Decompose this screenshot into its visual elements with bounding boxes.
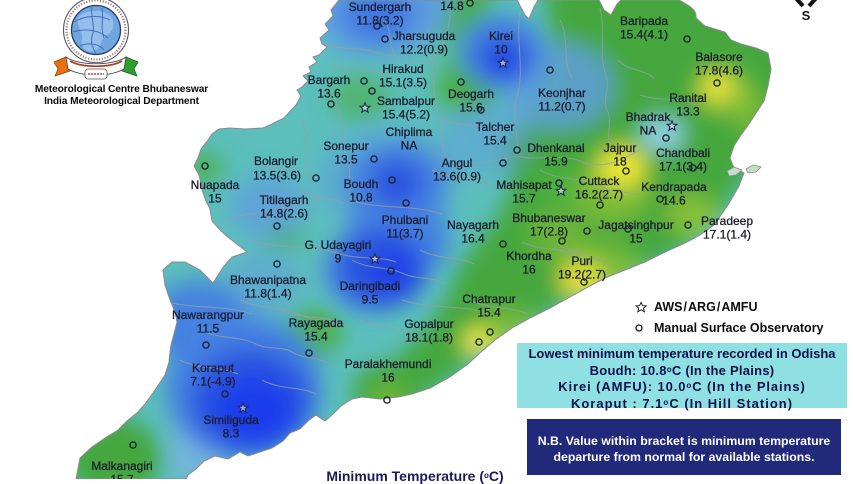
svg-text:Khordha: Khordha <box>506 249 552 263</box>
svg-text:Nawarangpur: Nawarangpur <box>172 308 244 322</box>
svg-text:Jharsuguda: Jharsuguda <box>393 29 456 43</box>
svg-text:16.4: 16.4 <box>461 232 485 246</box>
svg-text:Boudh: Boudh <box>344 177 379 191</box>
svg-text:Kendrapada: Kendrapada <box>641 180 707 194</box>
svg-text:12.2(0.9): 12.2(0.9) <box>400 43 448 57</box>
svg-text:15.4: 15.4 <box>483 134 507 148</box>
svg-text:18: 18 <box>613 155 627 169</box>
svg-text:15.7: 15.7 <box>110 473 134 479</box>
svg-text:Chiplima: Chiplima <box>386 125 433 139</box>
svg-text:Deogarh: Deogarh <box>448 87 494 101</box>
svg-text:Sundergarh: Sundergarh <box>349 0 412 14</box>
svg-text:Nuapada: Nuapada <box>191 178 240 192</box>
svg-text:Koraput: Koraput <box>192 361 235 375</box>
svg-text:Daringibadi: Daringibadi <box>340 279 401 293</box>
svg-text:13.6(0.9): 13.6(0.9) <box>433 170 481 184</box>
svg-text:Chandbali: Chandbali <box>656 146 710 160</box>
svg-text:Ranital: Ranital <box>669 91 706 105</box>
svg-text:19.2(2.7): 19.2(2.7) <box>558 268 606 282</box>
svg-text:11(3.7): 11(3.7) <box>386 227 423 241</box>
svg-text:G. Udayagiri: G. Udayagiri <box>305 238 372 252</box>
svg-text:11.8(3.2): 11.8(3.2) <box>356 14 403 28</box>
svg-text:16: 16 <box>381 371 395 385</box>
svg-text:10: 10 <box>494 43 508 57</box>
svg-text:Angul: Angul <box>442 156 473 170</box>
svg-text:18.1(1.8): 18.1(1.8) <box>405 331 453 345</box>
svg-text:Balasore: Balasore <box>695 50 743 64</box>
svg-text:Kirei: Kirei <box>489 29 513 43</box>
svg-text:17(2.8): 17(2.8) <box>530 225 568 239</box>
svg-text:16.2(2.7): 16.2(2.7) <box>575 188 623 202</box>
svg-text:13.3: 13.3 <box>676 105 700 119</box>
svg-text:15.4(5.2): 15.4(5.2) <box>382 108 430 122</box>
svg-text:15.4: 15.4 <box>304 330 328 344</box>
svg-text:Mahisapat: Mahisapat <box>496 178 552 192</box>
svg-text:Bhawanipatna: Bhawanipatna <box>230 273 306 287</box>
svg-text:Malkanagiri: Malkanagiri <box>91 459 152 473</box>
svg-text:11.2(0.7): 11.2(0.7) <box>538 100 585 114</box>
svg-text:Puri: Puri <box>571 254 592 268</box>
svg-text:Bolangir: Bolangir <box>254 154 298 168</box>
svg-text:Jajpur: Jajpur <box>604 141 637 155</box>
svg-text:15.4: 15.4 <box>477 306 501 320</box>
svg-text:Chatrapur: Chatrapur <box>462 292 515 306</box>
svg-text:10.8: 10.8 <box>349 191 373 205</box>
svg-text:Paralakhemundi: Paralakhemundi <box>345 357 432 371</box>
svg-text:Titilagarh: Titilagarh <box>260 193 309 207</box>
svg-text:14.6: 14.6 <box>662 194 686 208</box>
svg-text:Sonepur: Sonepur <box>323 139 368 153</box>
svg-text:11.8(1.4): 11.8(1.4) <box>244 287 291 301</box>
svg-text:Bhubaneswar: Bhubaneswar <box>512 211 585 225</box>
svg-text:15.9: 15.9 <box>544 155 568 169</box>
svg-text:NA: NA <box>401 139 418 153</box>
svg-text:14.8(2.6): 14.8(2.6) <box>260 207 308 221</box>
svg-text:Dhenkanal: Dhenkanal <box>527 141 584 155</box>
svg-text:Sambalpur: Sambalpur <box>377 94 435 108</box>
svg-text:9: 9 <box>335 252 342 266</box>
svg-text:Baripada: Baripada <box>620 14 668 28</box>
svg-text:7.1(-4.9): 7.1(-4.9) <box>190 375 235 389</box>
svg-text:15: 15 <box>208 192 222 206</box>
svg-text:NA: NA <box>640 124 657 138</box>
svg-text:Keonjhar: Keonjhar <box>538 86 586 100</box>
svg-text:Paradeep: Paradeep <box>701 214 753 228</box>
svg-text:Nayagarh: Nayagarh <box>447 218 499 232</box>
svg-text:Similiguda: Similiguda <box>203 413 259 427</box>
svg-text:Talcher: Talcher <box>476 120 515 134</box>
svg-text:17.1(1.4): 17.1(1.4) <box>703 228 751 242</box>
svg-text:15.4(4.1): 15.4(4.1) <box>620 28 668 42</box>
svg-text:13.5: 13.5 <box>334 153 358 167</box>
svg-text:Jagatsinghpur: Jagatsinghpur <box>598 218 673 232</box>
svg-text:Bhadrak: Bhadrak <box>626 110 672 124</box>
svg-text:Gopalpur: Gopalpur <box>404 317 453 331</box>
svg-text:Bargarh: Bargarh <box>308 73 351 87</box>
svg-text:8.3: 8.3 <box>223 427 240 441</box>
svg-text:Cuttack: Cuttack <box>579 174 621 188</box>
svg-text:Phulbani: Phulbani <box>382 213 429 227</box>
svg-text:15.1(3.5): 15.1(3.5) <box>379 76 427 90</box>
svg-text:17.1(3.4): 17.1(3.4) <box>659 160 707 174</box>
svg-text:Rayagada: Rayagada <box>289 316 344 330</box>
svg-text:15: 15 <box>629 232 643 246</box>
svg-text:17.8(4.6): 17.8(4.6) <box>695 64 743 78</box>
svg-text:S: S <box>802 8 811 23</box>
svg-text:16: 16 <box>522 263 536 277</box>
svg-text:15.6: 15.6 <box>459 101 483 115</box>
svg-text:13.6: 13.6 <box>317 87 341 101</box>
svg-text:9.5: 9.5 <box>362 293 379 307</box>
svg-text:Hirakud: Hirakud <box>382 62 423 76</box>
svg-text:15.7: 15.7 <box>512 192 536 206</box>
svg-text:14.8: 14.8 <box>440 0 464 13</box>
svg-text:11.5: 11.5 <box>197 322 220 336</box>
svg-text:13.5(3.6): 13.5(3.6) <box>253 169 301 183</box>
